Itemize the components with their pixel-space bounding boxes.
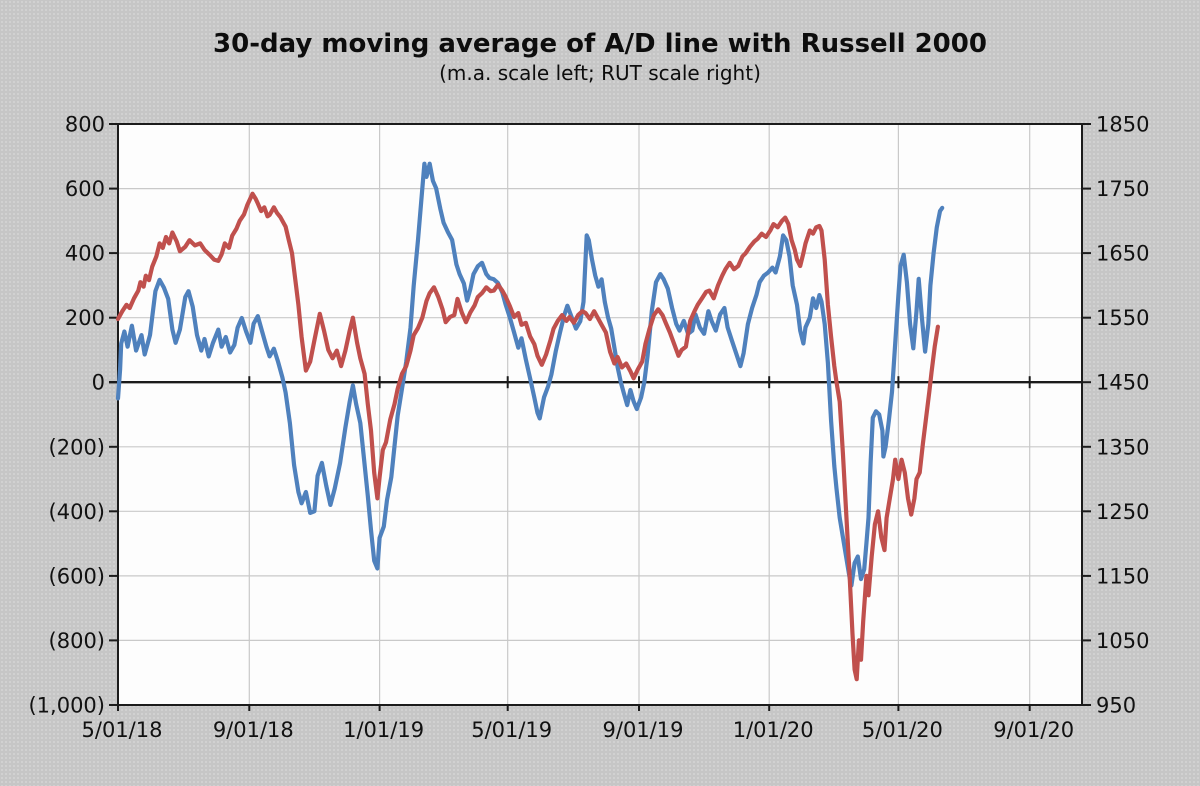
left-axis-tick-label: 200 [65,306,105,330]
chart-title: 30-day moving average of A/D line with R… [213,29,987,59]
x-axis-tick-label: 1/01/20 [733,718,814,742]
right-axis-tick-label: 1050 [1096,629,1149,653]
left-axis-tick-label: 800 [65,113,105,137]
chart-subtitle: (m.a. scale left; RUT scale right) [439,61,761,85]
plot-border [117,123,1083,706]
right-axis-tick-label: 1450 [1096,371,1149,395]
x-axis-tick-label: 5/01/20 [862,718,943,742]
vertical-gridlines [248,124,1031,705]
right-axis-tick-label: 1350 [1096,435,1149,459]
right-axis-tick-label: 950 [1096,694,1136,718]
right-axis-tick-label: 1250 [1096,500,1149,524]
plot-background [118,124,1082,705]
left-axis-tick-label: 400 [65,242,105,266]
left-axis-tick-label: 0 [92,371,105,395]
left-axis-tick-label: (800) [49,629,105,653]
right-axis-tick-label: 1850 [1096,113,1149,137]
right-axis-tick-label: 1550 [1096,306,1149,330]
left-axis-tick-label: (200) [49,435,105,459]
tick-marks [109,123,1091,711]
left-axis-tick-label: (400) [49,500,105,524]
x-axis-tick-label: 5/01/19 [471,718,552,742]
x-axis-tick-label: 9/01/18 [213,718,294,742]
left-axis-tick-label: 600 [65,177,105,201]
left-axis-tick-label: (1,000) [28,694,105,718]
ad-ma-line-series [115,161,945,588]
left-axis-tick-label: (600) [49,564,105,588]
x-axis-tick-label: 9/01/19 [603,718,684,742]
x-axis-tick-label: 9/01/20 [993,718,1074,742]
right-axis-labels: 1850 1750 1650 1550 1450 1350 1250 1150 1050 950 [1096,113,1149,718]
right-axis-tick-label: 1150 [1096,564,1149,588]
x-axis-tick-label: 1/01/19 [343,718,424,742]
right-axis-tick-label: 1750 [1096,177,1149,201]
russell-2000-series [115,191,941,682]
x-axis-tick-label: 5/01/18 [82,718,163,742]
right-axis-tick-label: 1650 [1096,242,1149,266]
left-axis-labels: 800 600 400 200 0 (200) (400) (600) (800) (1,000) [28,113,105,718]
x-axis-labels: 5/01/18 9/01/18 1/01/19 5/01/19 9/01/19 1/01/… [82,718,1075,742]
